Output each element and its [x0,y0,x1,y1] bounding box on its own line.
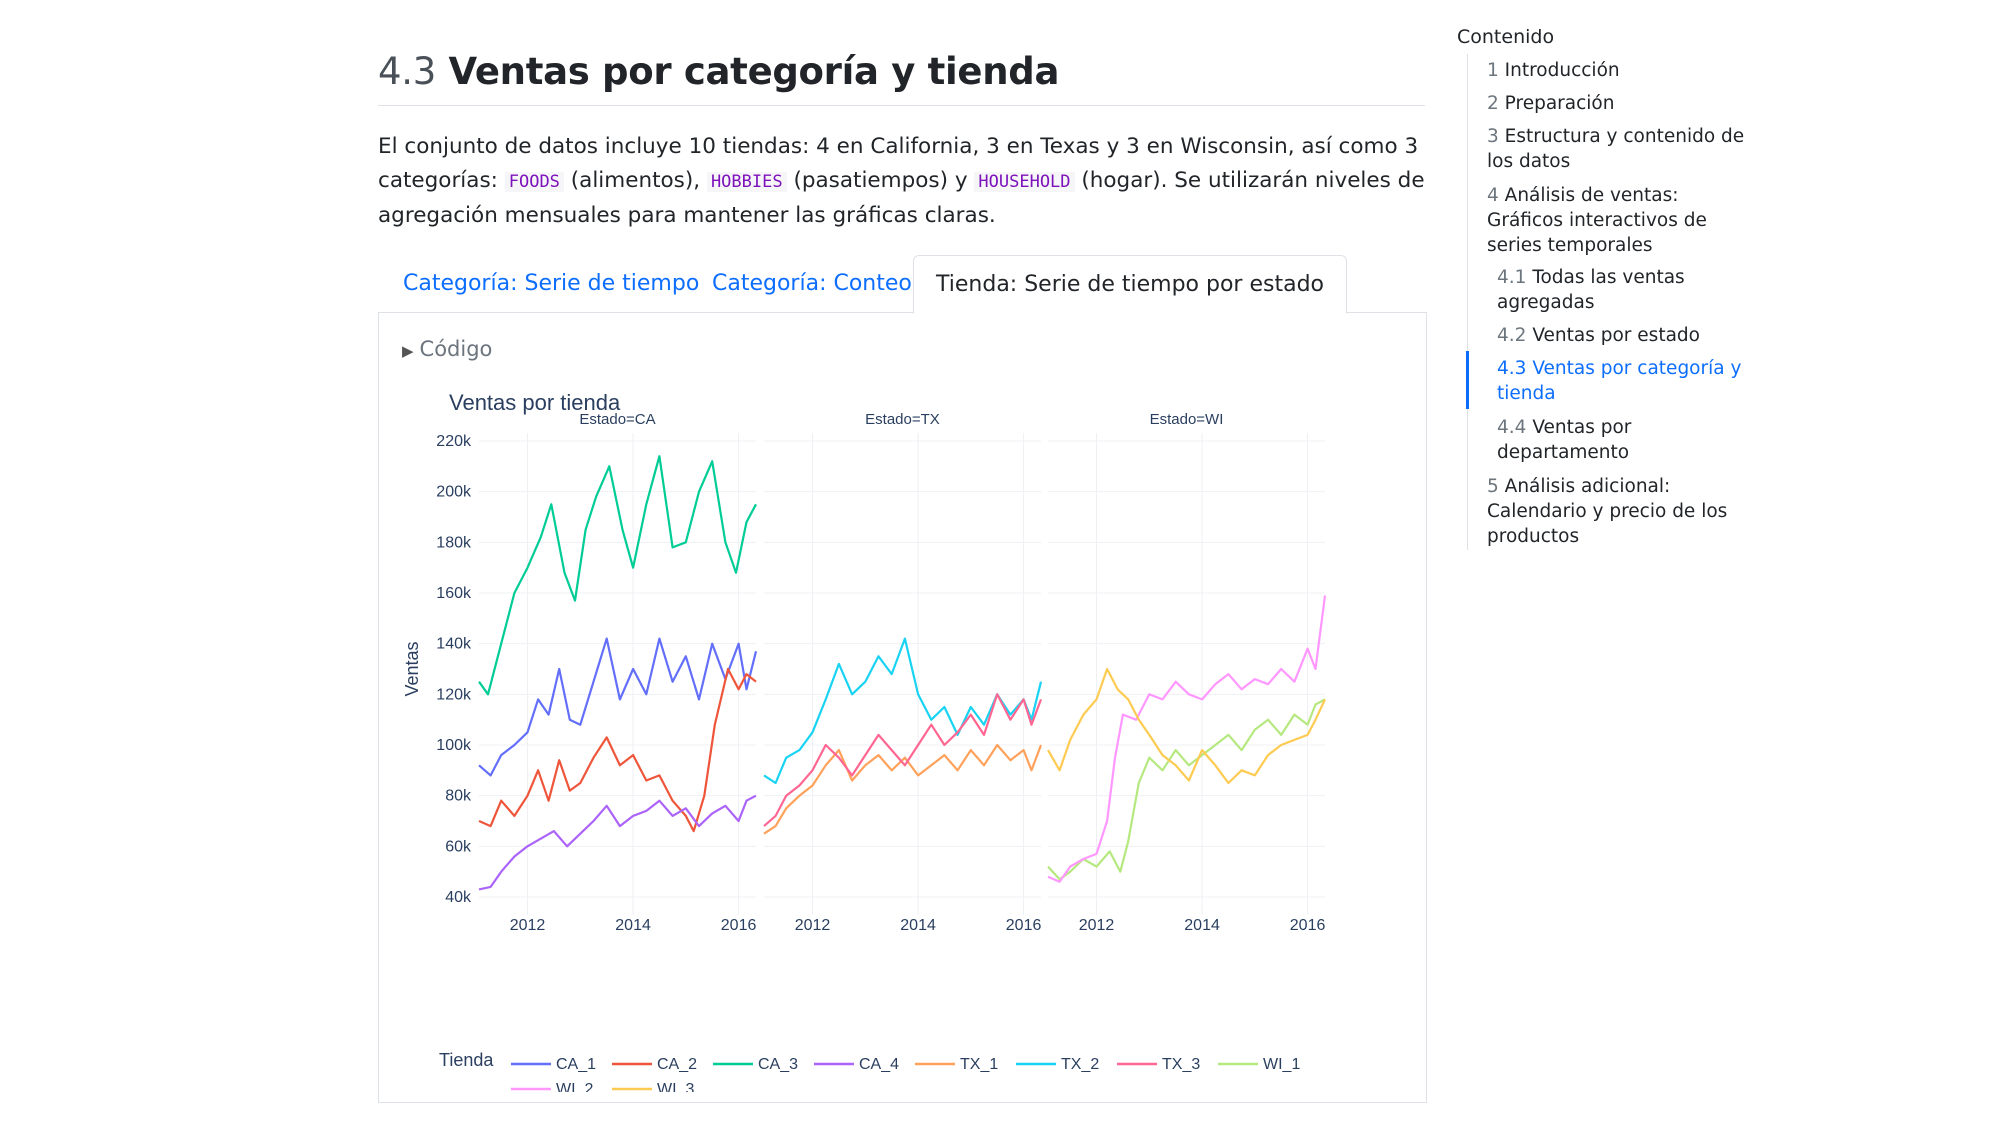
legend-entry: WI_3 [657,1081,694,1092]
y-tick-label: 220k [436,433,472,450]
y-tick-label: 180k [436,534,472,551]
toc-title: Contenido [1457,26,1555,48]
code-hobbies: HOBBIES [706,172,787,192]
toc-item-analisis-ventas[interactable]: 4 Análisis de ventas: Gráficos interacti… [1487,185,1707,256]
tab-bar: Categoría: Serie de tiempo Categoría: Co… [378,255,1426,314]
x-tick-label: 2012 [510,917,546,934]
legend-entry: CA_1 [556,1056,596,1073]
series-line-wi-3 [1047,667,1326,785]
toc-rail [1467,54,1468,550]
legend-entry: TX_1 [960,1056,998,1073]
toc-item-ventas-categoria[interactable]: 4.3 Ventas por categoría y tienda [1497,358,1742,404]
legend-entry: TX_2 [1061,1056,1099,1073]
x-tick-label: 2016 [1006,917,1042,934]
x-tick-label: 2012 [795,917,831,934]
section-title: 4.3 Ventas por categoría y tienda [378,50,1059,93]
y-axis-label: Ventas [402,641,422,696]
code-toggle-label: Código [419,337,493,361]
section-number: 4.3 [378,50,436,93]
facet-label: Estado=TX [865,411,940,428]
series-line-wi-1 [1047,698,1326,881]
x-tick-label: 2014 [900,917,936,934]
y-tick-label: 100k [436,737,472,754]
code-toggle[interactable]: ▶ Código [402,337,492,361]
intro-text-2: (alimentos), [570,168,701,193]
legend-entry: CA_3 [758,1056,798,1073]
legend-entry: CA_4 [859,1056,899,1073]
code-foods: FOODS [504,172,564,192]
y-tick-label: 160k [436,585,472,602]
x-tick-label: 2014 [1184,917,1220,934]
toc-item-introduccion[interactable]: 1 Introducción [1487,60,1620,81]
toc-item-ventas-departamento[interactable]: 4.4 Ventas por departamento [1497,417,1632,463]
y-tick-label: 140k [436,636,472,653]
facet-label: Estado=CA [579,411,655,428]
series-line-tx-3 [763,693,1043,827]
x-tick-label: 2016 [1290,917,1326,934]
sales-chart: Ventas por tienda Ventas 2012 2014 2016 Estad… [402,390,1327,1092]
intro-text-3: (pasatiempos) y [793,168,968,193]
y-tick-label: 40k [445,889,472,906]
tab-panel: ▶ Código Ventas por tienda Ventas 2012 2014 2… [378,312,1427,1103]
x-tick-label: 2016 [721,917,757,934]
series-line-ca-4 [478,794,757,891]
intro-text-4: (hogar). Se utilizarán niveles de agrega… [378,168,1425,228]
series-line-wi-2 [1047,595,1327,883]
tab-categoria-conteo[interactable]: Categoría: Conteo [712,271,912,296]
facet-label: Estado=WI [1150,411,1224,428]
toc-active-marker [1466,351,1469,409]
intro-paragraph: El conjunto de datos incluye 10 tiendas:… [378,130,1428,233]
tab-tienda-serie[interactable]: Tienda: Serie de tiempo por estado [913,255,1347,314]
section-title-text: Ventas por categoría y tienda [448,50,1060,93]
code-household: HOUSEHOLD [974,172,1075,192]
y-tick-label: 60k [445,838,472,855]
toc-item-preparacion[interactable]: 2 Preparación [1487,93,1615,114]
legend-entry: WI_2 [556,1081,593,1092]
legend-entry: TX_3 [1162,1056,1200,1073]
x-tick-label: 2012 [1079,917,1115,934]
x-tick-label: 2014 [615,917,651,934]
toc-item-estructura[interactable]: 3 Estructura y contenido de los datos [1487,126,1745,172]
toc-item-ventas-estado[interactable]: 4.2 Ventas por estado [1497,325,1700,346]
series-line-ca-3 [478,455,757,696]
toc-item-todas-ventas[interactable]: 4.1 Todas las ventas agregadas [1497,267,1685,313]
series-line-tx-1 [763,743,1043,835]
chart-title: Ventas por tienda [449,390,621,415]
intro-text-1: El conjunto de datos incluye 10 tiendas:… [378,134,1419,193]
series-line-ca-2 [478,667,757,833]
title-divider [378,105,1425,106]
legend-title: Tienda [439,1050,494,1070]
y-tick-label: 80k [445,788,472,805]
y-tick-label: 200k [436,484,472,501]
series-line-ca-1 [478,637,758,777]
toc-item-analisis-adicional[interactable]: 5 Análisis adicional: Calendario y preci… [1487,476,1728,547]
legend-entry: WI_1 [1263,1056,1300,1073]
legend-entry: CA_2 [657,1056,697,1073]
triangle-right-icon: ▶ [402,342,414,360]
tab-categoria-serie[interactable]: Categoría: Serie de tiempo [403,271,700,296]
y-tick-label: 120k [436,686,472,703]
